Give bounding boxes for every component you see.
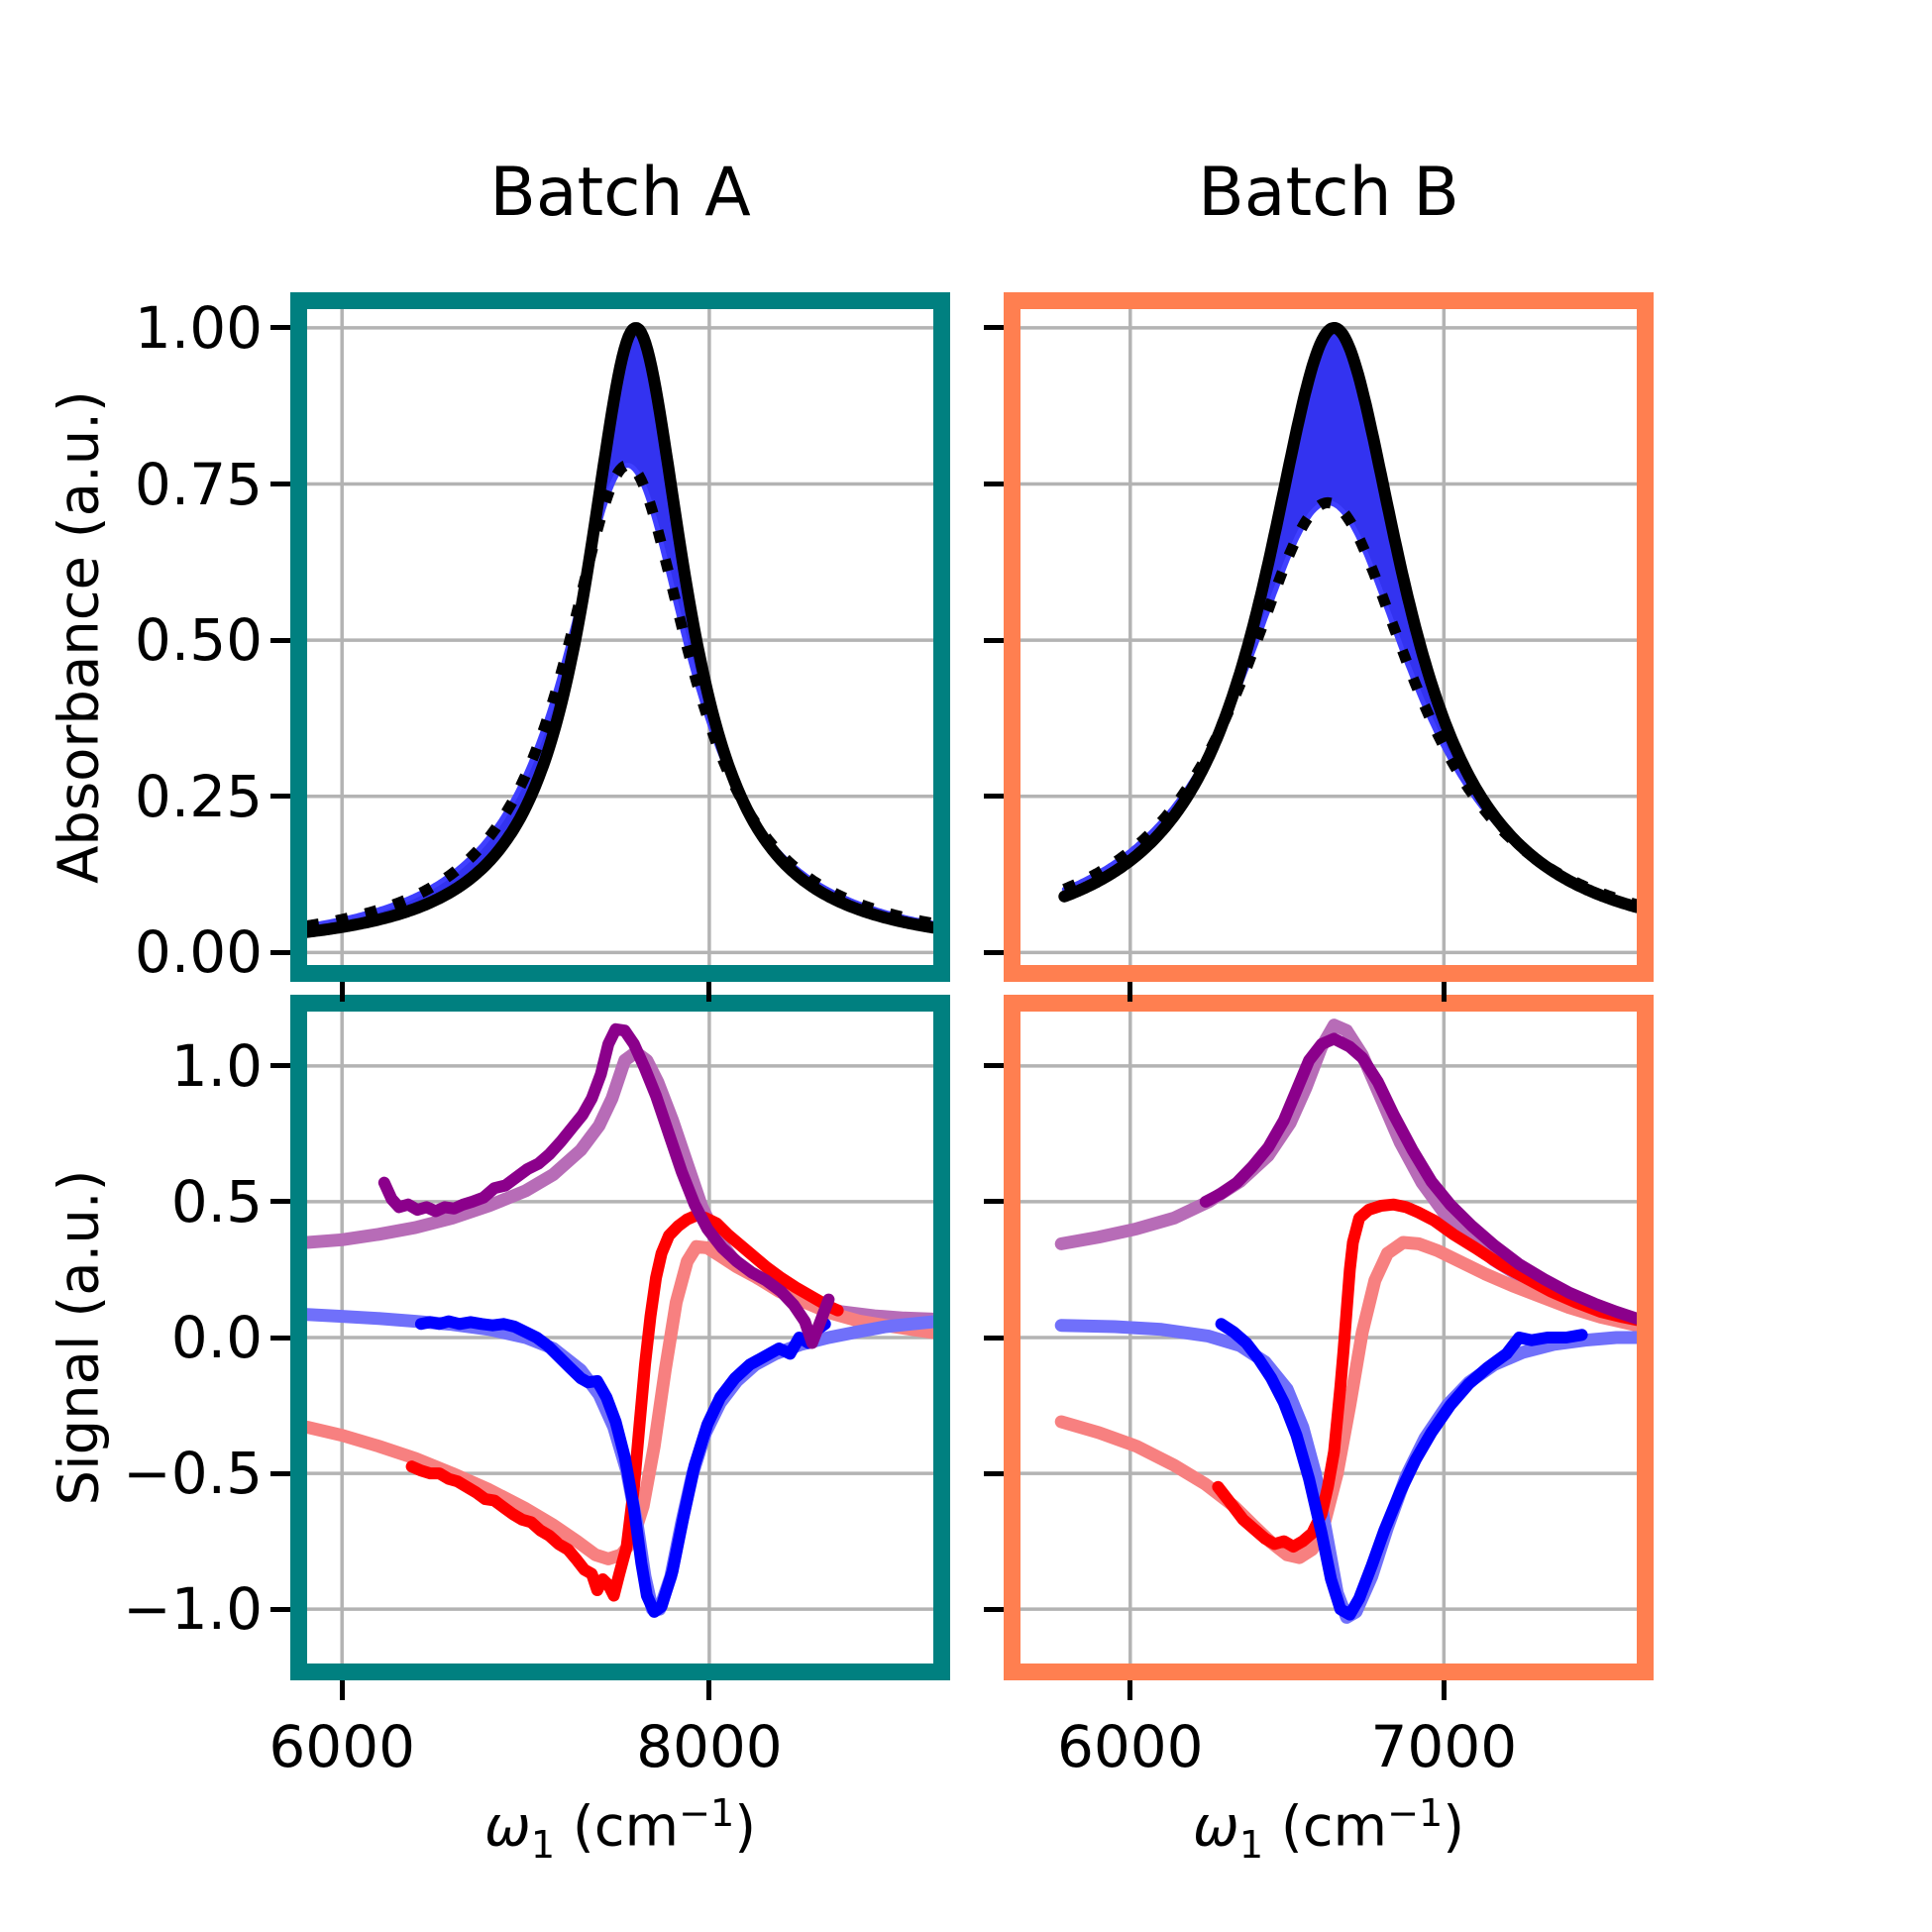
x-tick-mark (1441, 982, 1447, 1002)
x-tick-label-7000: 7000 (1370, 1713, 1518, 1780)
y-tick-mark (270, 949, 290, 955)
omega-symbol: ω (483, 1794, 531, 1860)
y-tick-label-0.5: 0.5 (170, 1167, 263, 1235)
y-tick-mark (984, 1335, 1004, 1341)
difference-fill (1064, 328, 1637, 908)
gridlines (307, 1012, 933, 1664)
plot-panel-batch-a-signal (290, 995, 950, 1680)
x-axis-label-batch-a: ω1 (cm−1) (484, 1791, 756, 1867)
chart-batch-b-signal (1020, 1012, 1637, 1664)
y-tick-mark (984, 1470, 1004, 1476)
y-tick-mark (984, 637, 1004, 643)
x-tick-label-6000: 6000 (1056, 1713, 1204, 1780)
y-tick-label-1.0: 1.0 (170, 1031, 263, 1100)
omega-symbol: ω (1192, 1794, 1239, 1860)
panel-title-batch-b: Batch B (1198, 154, 1459, 232)
fit-underline-blue (307, 463, 933, 928)
y-tick-label-0.50: 0.50 (134, 606, 263, 675)
measured-spectrum (307, 322, 933, 938)
unit-open: (cm (555, 1794, 680, 1860)
y-tick-label-0.25: 0.25 (134, 762, 263, 830)
measured-spectrum (1058, 322, 1637, 913)
x-tick-mark (339, 1680, 345, 1700)
x-axis-label-batch-b: ω1 (cm−1) (1193, 1791, 1464, 1867)
y-tick-label-0.0: 0.0 (170, 1304, 263, 1371)
unit-open: (cm (1263, 1794, 1388, 1860)
chart-batch-a-signal (307, 1012, 933, 1664)
y-tick-mark (270, 1470, 290, 1476)
y-tick-label-−0.5: −0.5 (123, 1440, 263, 1508)
gridlines (307, 309, 933, 965)
unit-exponent: −1 (679, 1791, 735, 1835)
unit-close: ) (734, 1794, 757, 1860)
y-tick-mark (270, 1063, 290, 1069)
unit-exponent: −1 (1387, 1791, 1444, 1835)
plot-panel-batch-b-absorbance (1004, 292, 1654, 982)
y-tick-mark (984, 325, 1004, 331)
y-tick-mark (984, 1606, 1004, 1612)
panel-title-batch-a: Batch A (489, 154, 751, 232)
y-tick-mark (270, 325, 290, 331)
omega-subscript: 1 (1238, 1822, 1264, 1867)
x-tick-mark (706, 1680, 712, 1700)
theory-signal-purple (307, 1045, 933, 1326)
unit-close: ) (1443, 1794, 1465, 1860)
y-tick-mark (270, 1606, 290, 1612)
y-tick-mark (270, 482, 290, 487)
x-tick-mark (1441, 1680, 1447, 1700)
theory-signal-blue (1054, 1319, 1637, 1624)
experiment-signal-purple (377, 1022, 835, 1349)
y-tick-mark (984, 949, 1004, 955)
experiment-signal-red (1212, 1198, 1637, 1554)
chart-batch-a-absorbance (307, 309, 933, 965)
plot-panel-batch-b-signal (1004, 995, 1654, 1680)
gridlines (1020, 309, 1637, 965)
x-tick-mark (1127, 1680, 1133, 1700)
y-tick-label-0.75: 0.75 (134, 450, 263, 518)
gridlines (1020, 1012, 1637, 1664)
x-tick-mark (1127, 982, 1133, 1002)
difference-fill (307, 328, 933, 932)
y-tick-mark (270, 1199, 290, 1205)
y-tick-mark (270, 794, 290, 800)
experiment-signal-red (405, 1209, 844, 1602)
y-tick-label-−1.0: −1.0 (123, 1575, 263, 1644)
y-tick-mark (984, 1199, 1004, 1205)
x-tick-mark (339, 982, 345, 1002)
y-tick-mark (984, 482, 1004, 487)
y-tick-mark (270, 1335, 290, 1341)
y-tick-label-1.00: 1.00 (134, 293, 263, 362)
omega-subscript: 1 (530, 1822, 556, 1867)
y-tick-mark (984, 1063, 1004, 1069)
fit-spectrum (1060, 496, 1637, 911)
x-tick-label-8000: 8000 (636, 1713, 783, 1780)
x-tick-mark (706, 982, 712, 1002)
chart-batch-b-absorbance (1020, 309, 1637, 965)
theory-signal-red (307, 1239, 933, 1565)
experiment-signal-blue (414, 1315, 831, 1618)
fit-spectrum (307, 460, 933, 931)
plot-panel-batch-a-absorbance (290, 292, 950, 982)
y-tick-mark (984, 794, 1004, 800)
y-tick-label-0.00: 0.00 (134, 918, 263, 987)
y-tick-mark (270, 637, 290, 643)
experiment-signal-purple (1199, 1032, 1637, 1325)
experiment-signal-blue (1215, 1318, 1588, 1621)
x-tick-label-6000: 6000 (268, 1713, 415, 1780)
